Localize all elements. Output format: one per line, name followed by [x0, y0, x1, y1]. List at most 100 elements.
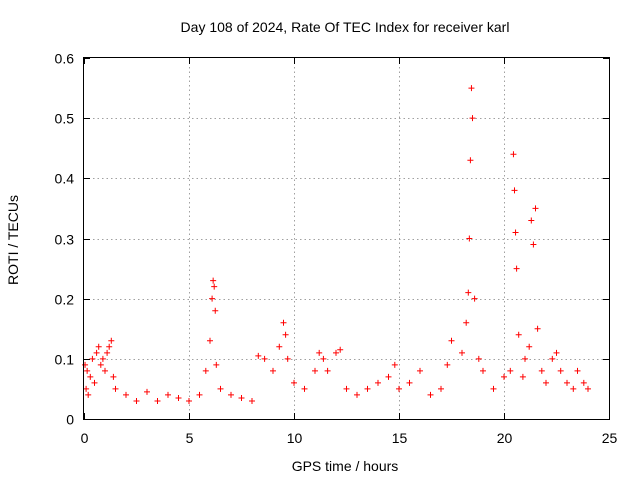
- data-point: [490, 385, 497, 392]
- data-point: [469, 115, 476, 122]
- data-point: [207, 337, 213, 344]
- data-point: [284, 355, 291, 362]
- data-point: [84, 367, 91, 374]
- data-point: [87, 373, 94, 380]
- data-point: [175, 394, 182, 401]
- data-point: [217, 385, 224, 392]
- data-point: [102, 367, 108, 374]
- data-point: [202, 367, 209, 374]
- data-point: [301, 385, 308, 392]
- x-axis-label: GPS time / hours: [292, 458, 399, 474]
- data-point: [211, 283, 218, 290]
- data-points: [82, 85, 591, 404]
- data-point: [543, 379, 549, 386]
- x-tick-label: 25: [602, 430, 618, 446]
- y-tick-label: 0.2: [55, 292, 75, 308]
- data-point: [123, 391, 129, 398]
- data-point: [580, 379, 587, 386]
- data-point: [280, 319, 287, 326]
- data-point: [99, 355, 106, 362]
- data-point: [324, 367, 331, 374]
- data-point: [154, 397, 161, 404]
- data-point: [186, 397, 192, 404]
- data-point: [448, 337, 455, 344]
- grid-lines: [84, 58, 609, 419]
- data-point: [95, 343, 102, 350]
- data-point: [530, 241, 537, 248]
- y-tick-label: 0.3: [55, 232, 75, 248]
- data-point: [471, 295, 478, 302]
- data-point: [480, 367, 486, 374]
- data-point: [468, 85, 475, 92]
- data-point: [459, 349, 465, 356]
- data-point: [83, 385, 90, 392]
- data-point: [364, 385, 371, 392]
- data-point: [511, 187, 518, 194]
- data-point: [249, 397, 255, 404]
- data-point: [85, 391, 92, 398]
- data-point: [444, 361, 451, 368]
- data-point: [538, 367, 545, 374]
- data-point: [343, 385, 350, 392]
- data-point: [210, 277, 217, 284]
- data-point: [512, 229, 519, 236]
- data-point: [89, 355, 96, 362]
- data-point: [515, 331, 522, 338]
- data-point: [570, 385, 577, 392]
- y-tick-label: 0.1: [55, 352, 75, 368]
- data-point: [438, 385, 444, 392]
- y-tick-label: 0.4: [55, 171, 75, 187]
- data-point: [532, 205, 539, 212]
- data-point: [196, 391, 203, 398]
- data-point: [427, 391, 434, 398]
- x-tick-label: 0: [81, 430, 89, 446]
- data-point: [165, 391, 171, 398]
- data-point: [110, 373, 117, 380]
- y-tick-label: 0: [66, 412, 74, 428]
- y-axis-label: ROTI / TECUs: [5, 195, 21, 285]
- data-point: [337, 346, 344, 353]
- data-point: [574, 367, 581, 374]
- data-point: [212, 307, 219, 314]
- data-point: [513, 265, 520, 272]
- data-point: [238, 394, 245, 401]
- data-point: [97, 361, 104, 368]
- data-point: [396, 385, 402, 392]
- data-point: [385, 373, 392, 380]
- data-point: [312, 367, 318, 374]
- data-point: [465, 289, 472, 296]
- x-tick-label: 5: [186, 430, 194, 446]
- data-point: [519, 373, 526, 380]
- data-point: [475, 355, 482, 362]
- data-point: [522, 355, 528, 362]
- data-point: [557, 367, 564, 374]
- data-point: [375, 379, 381, 386]
- data-point: [316, 349, 323, 356]
- data-point: [93, 349, 100, 356]
- x-tick-label: 15: [392, 430, 408, 446]
- data-point: [270, 367, 276, 374]
- data-point: [276, 343, 283, 350]
- y-tick-label: 0.5: [55, 111, 75, 127]
- plot-frame: [83, 57, 610, 420]
- data-point: [291, 379, 297, 386]
- data-point: [104, 349, 111, 356]
- data-point: [417, 367, 423, 374]
- data-point: [320, 355, 327, 362]
- data-point: [564, 379, 570, 386]
- data-point: [467, 157, 474, 164]
- chart-title: Day 108 of 2024, Rate Of TEC Index for r…: [181, 19, 510, 35]
- data-point: [82, 361, 89, 368]
- data-point: [549, 355, 556, 362]
- data-point: [228, 391, 234, 398]
- data-point: [463, 319, 470, 326]
- data-point: [108, 337, 115, 344]
- x-tick-label: 20: [497, 430, 513, 446]
- data-point: [526, 343, 533, 350]
- x-tick-label: 10: [287, 430, 303, 446]
- data-point: [528, 217, 535, 224]
- data-point: [133, 397, 140, 404]
- data-point: [534, 325, 541, 332]
- data-point: [282, 331, 289, 338]
